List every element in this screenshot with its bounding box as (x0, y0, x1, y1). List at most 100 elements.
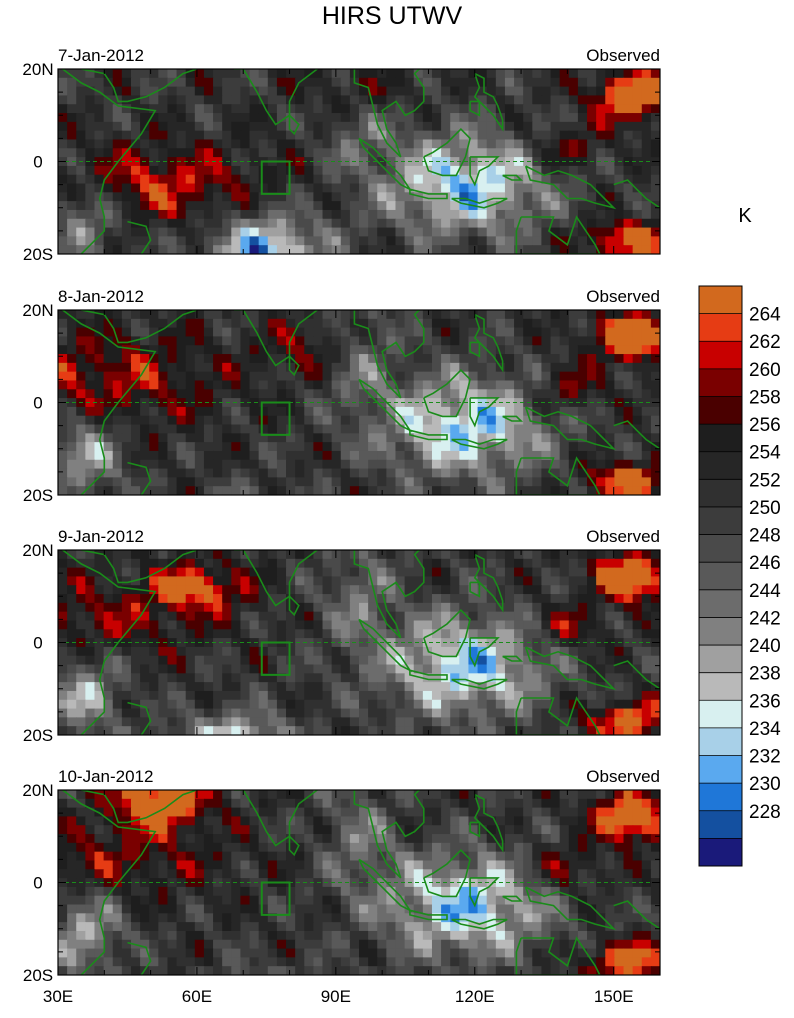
field-cell (514, 469, 524, 478)
field-cell (250, 603, 260, 612)
field-cell (213, 603, 223, 612)
field-cell (450, 184, 460, 193)
field-cell (250, 629, 260, 638)
field-cell (350, 122, 360, 131)
field-cell (240, 594, 250, 603)
field-cell (259, 175, 269, 184)
field-cell (177, 869, 187, 878)
field-cell (213, 477, 223, 486)
field-cell (505, 219, 515, 228)
field-cell (304, 612, 314, 621)
field-cell (104, 87, 114, 96)
field-cell (313, 363, 323, 372)
field-cell (487, 363, 497, 372)
field-cell (186, 469, 196, 478)
field-cell (523, 709, 533, 718)
field-cell (405, 210, 415, 219)
field-cell (532, 460, 542, 469)
field-cell (250, 585, 260, 594)
field-cell (441, 389, 451, 398)
field-cell (405, 122, 415, 131)
field-cell (441, 310, 451, 319)
field-cell (450, 629, 460, 638)
field-cell (85, 451, 95, 460)
field-cell (332, 148, 342, 157)
field-cell (76, 717, 86, 726)
field-cell (651, 219, 661, 228)
field-cell (350, 656, 360, 665)
field-cell (359, 166, 369, 175)
field-cell (295, 834, 305, 843)
field-cell (605, 319, 615, 328)
field-cell (560, 380, 570, 389)
field-cell (450, 425, 460, 434)
field-cell (551, 69, 561, 78)
field-cell (295, 620, 305, 629)
field-cell (313, 808, 323, 817)
field-cell (441, 816, 451, 825)
field-cell (450, 451, 460, 460)
field-cell (432, 451, 442, 460)
field-cell (341, 469, 351, 478)
field-cell (186, 834, 196, 843)
field-cell (240, 852, 250, 861)
field-cell (213, 310, 223, 319)
field-cell (514, 585, 524, 594)
field-cell (487, 665, 497, 674)
field-cell (551, 691, 561, 700)
field-cell (441, 808, 451, 817)
field-cell (578, 345, 588, 354)
field-cell (222, 673, 232, 682)
field-cell (195, 210, 205, 219)
field-cell (350, 673, 360, 682)
field-cell (624, 380, 634, 389)
field-cell (532, 219, 542, 228)
field-cell (195, 612, 205, 621)
field-cell (541, 620, 551, 629)
field-cell (158, 665, 168, 674)
field-cell (140, 139, 150, 148)
field-cell (304, 363, 314, 372)
field-cell (605, 372, 615, 381)
field-cell (304, 594, 314, 603)
field-cell (204, 166, 214, 175)
field-cell (505, 192, 515, 201)
field-cell (67, 843, 77, 852)
field-cell (313, 816, 323, 825)
field-cell (496, 236, 506, 245)
field-cell (605, 451, 615, 460)
field-cell (195, 673, 205, 682)
field-cell (149, 682, 159, 691)
field-cell (113, 319, 123, 328)
field-cell (478, 210, 488, 219)
field-cell (94, 380, 104, 389)
field-cell (104, 843, 114, 852)
field-cell (642, 825, 652, 834)
field-cell (569, 184, 579, 193)
field-cell (323, 656, 333, 665)
field-cell (341, 219, 351, 228)
field-cell (268, 389, 278, 398)
field-cell (250, 228, 260, 237)
field-cell (614, 709, 624, 718)
field-cell (58, 559, 68, 568)
field-cell (350, 451, 360, 460)
field-cell (222, 860, 232, 869)
field-cell (304, 148, 314, 157)
field-cell (569, 825, 579, 834)
field-cell (140, 148, 150, 157)
field-cell (432, 372, 442, 381)
field-cell (240, 113, 250, 122)
field-cell (523, 682, 533, 691)
field-cell (295, 726, 305, 735)
field-cell (149, 691, 159, 700)
field-cell (532, 87, 542, 96)
field-cell (405, 336, 415, 345)
field-cell (450, 808, 460, 817)
field-cell (541, 87, 551, 96)
field-cell (651, 550, 661, 559)
field-cell (295, 550, 305, 559)
field-cell (295, 380, 305, 389)
field-cell (85, 647, 95, 656)
field-cell (569, 559, 579, 568)
